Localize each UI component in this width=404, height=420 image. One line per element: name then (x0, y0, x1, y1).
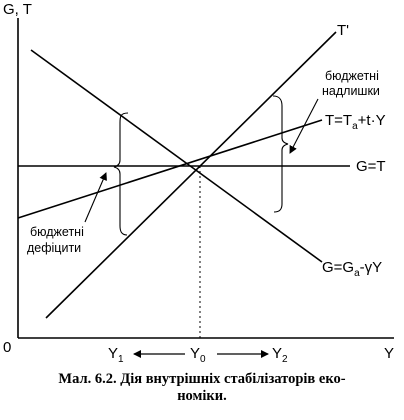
deficit-label-line2: дефіцити (27, 241, 81, 255)
surplus-label-line1: бюджетні (325, 69, 379, 83)
label-g-rest: -γY (360, 259, 383, 276)
label-tax-sub: a (352, 121, 358, 132)
label-g-sub: a (354, 268, 360, 279)
line-t-prime (45, 31, 337, 319)
origin-label: 0 (3, 339, 11, 356)
label-t-prime: T' (337, 22, 349, 39)
caption-line2: номіки. (177, 388, 227, 404)
label-tax-line: T=Ta+t·Y (325, 112, 386, 132)
line-tax (17, 119, 323, 219)
tick-y2-sub: 2 (282, 354, 288, 365)
tick-y1: Y1 (108, 345, 124, 365)
surplus-label-line2: надлишки (322, 84, 380, 98)
tick-y0-main: Y (190, 345, 200, 362)
label-tax-rest: +t·Y (358, 112, 386, 129)
y-axis-label: G, T (3, 1, 32, 18)
label-g-flat: G=T (356, 158, 386, 175)
surplus-pointer (289, 98, 319, 154)
tick-y1-main: Y (108, 345, 118, 362)
tick-y2-main: Y (272, 345, 282, 362)
tick-y0-sub: 0 (200, 354, 206, 365)
label-g-line: G=Ga-γY (322, 259, 382, 279)
deficit-pointer (84, 172, 107, 223)
tick-y2: Y2 (272, 345, 288, 365)
label-g-main: G=G (322, 259, 354, 276)
tick-y0: Y0 (190, 345, 206, 365)
tick-y1-sub: 1 (118, 354, 124, 365)
deficit-brace (113, 112, 129, 236)
line-g-falling (30, 49, 323, 263)
x-axis-label: Y (384, 345, 394, 362)
deficit-label-line1: бюджетні (30, 225, 84, 239)
surplus-brace (272, 95, 289, 213)
caption-line1: Мал. 6.2. Дія внутрішніх стабілізаторів … (58, 371, 345, 387)
label-tax-main: T=T (325, 112, 352, 129)
